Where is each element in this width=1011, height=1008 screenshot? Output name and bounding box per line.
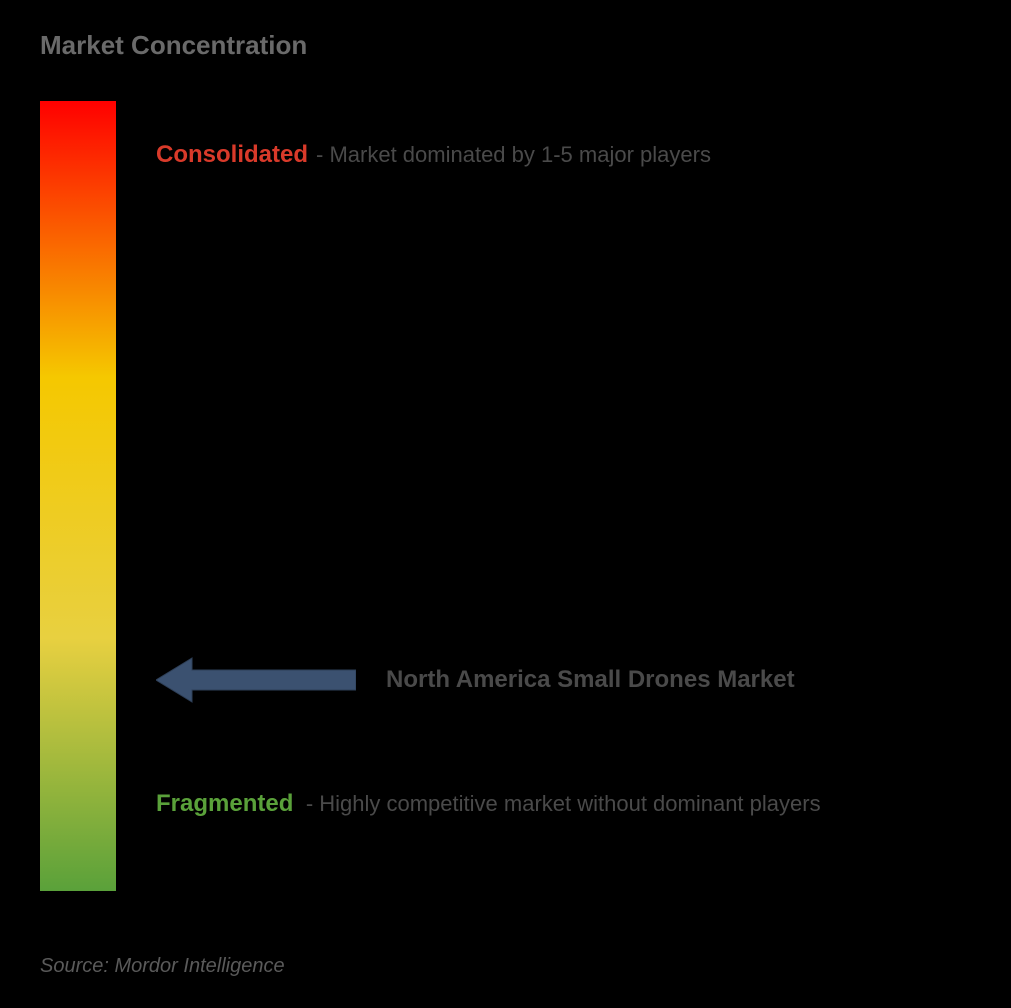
fragmented-description: - Highly competitive market without domi…	[306, 791, 821, 816]
concentration-gradient-bar	[40, 101, 116, 891]
left-arrow-icon	[156, 656, 356, 704]
content-row: Consolidated - Market dominated by 1-5 m…	[40, 101, 971, 896]
source-attribution: Source: Mordor Intelligence	[40, 955, 285, 978]
fragmented-row: Fragmented - Highly competitive market w…	[156, 786, 841, 821]
labels-column: Consolidated - Market dominated by 1-5 m…	[156, 101, 971, 891]
fragmented-label: Fragmented	[156, 790, 293, 817]
consolidated-row: Consolidated - Market dominated by 1-5 m…	[156, 141, 711, 169]
market-indicator-row: North America Small Drones Market	[156, 656, 795, 704]
market-name-label: North America Small Drones Market	[386, 666, 795, 694]
chart-title: Market Concentration	[40, 30, 971, 61]
consolidated-label: Consolidated	[156, 141, 308, 169]
consolidated-description: - Market dominated by 1-5 major players	[316, 142, 711, 168]
gradient-bar-container	[40, 101, 116, 896]
